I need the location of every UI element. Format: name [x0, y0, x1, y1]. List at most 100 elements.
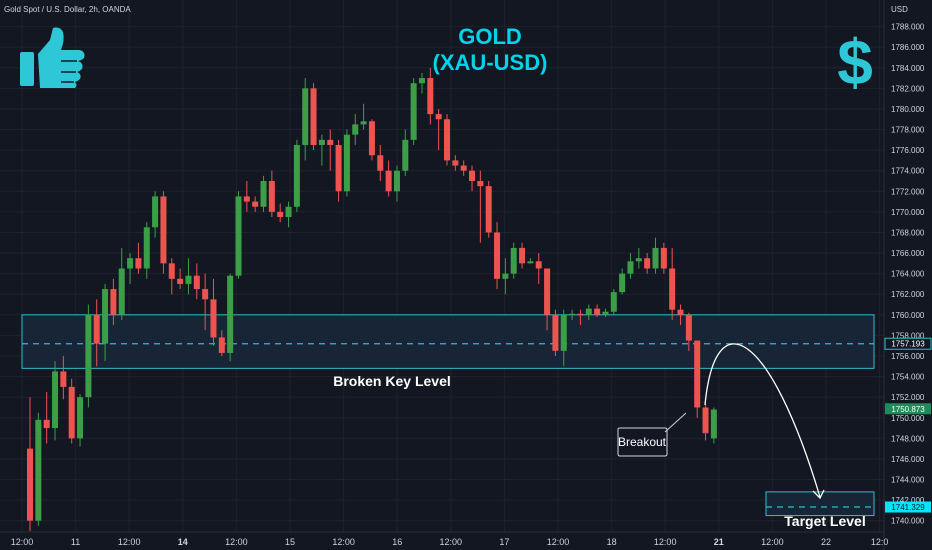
candle: [552, 309, 559, 356]
candle-body: [118, 268, 125, 315]
breakout-callout[interactable]: Breakout: [617, 412, 687, 457]
key-level-price-badge: 1757.193: [884, 337, 932, 350]
candle: [310, 83, 317, 151]
key-level-zone[interactable]: [21, 314, 875, 369]
time-axis[interactable]: 12:00 11 12:00 14 12:00 15 12:00 16 12:00 17 12:00…: [11, 537, 889, 547]
price-tick-label: 1744.000: [891, 476, 925, 485]
candle: [452, 155, 459, 171]
candle-body: [152, 196, 159, 228]
time-tick-label: 11: [71, 537, 80, 547]
price-tick-label: 1786.000: [891, 43, 925, 52]
candle-body: [35, 419, 42, 521]
candle: [68, 378, 75, 444]
candle-body: [669, 268, 676, 310]
candle: [160, 191, 167, 274]
candle-body: [168, 263, 175, 279]
candle-body: [252, 201, 259, 207]
candle: [368, 119, 375, 161]
candle-body: [210, 299, 217, 338]
time-tick-label: 12:00: [547, 537, 570, 547]
candle-body: [452, 160, 459, 166]
candle-body: [585, 308, 592, 315]
candle: [252, 196, 259, 212]
candle: [577, 309, 584, 326]
candle: [185, 258, 192, 295]
candle: [710, 407, 717, 444]
time-tick-label: 21: [714, 537, 724, 547]
time-tick-label: 12:0: [871, 537, 889, 547]
candle-body: [43, 419, 50, 429]
candle-body: [277, 211, 284, 218]
candle-body: [293, 144, 300, 207]
candle-body: [260, 181, 267, 207]
candle-body: [652, 247, 659, 269]
target-level-zone[interactable]: [765, 491, 875, 517]
candle: [102, 283, 109, 362]
candle-body: [327, 139, 334, 145]
time-tick-label: 12:00: [761, 537, 784, 547]
candle-body: [227, 275, 234, 353]
price-axis[interactable]: 1740.000 1742.000 1744.000 1746.000 1748.000…: [891, 23, 925, 526]
price-tick-label: 1784.000: [891, 64, 925, 73]
candle-body: [143, 227, 150, 269]
candle-body: [494, 232, 501, 279]
candle: [660, 242, 667, 274]
currency-label: USD: [891, 5, 908, 14]
candle: [43, 392, 50, 444]
candle-body: [318, 139, 325, 145]
price-tick-label: 1764.000: [891, 270, 925, 279]
candle: [393, 165, 400, 202]
key-level-price: 1757.193: [891, 340, 925, 349]
candle-body: [385, 170, 392, 192]
candle-body: [702, 407, 709, 434]
candle-body: [610, 292, 617, 312]
candle-body: [160, 196, 167, 264]
time-tick-label: 22: [821, 537, 831, 547]
time-tick-label: 12:00: [225, 537, 248, 547]
candle-body: [460, 165, 467, 171]
candle-body: [52, 371, 59, 429]
candle: [677, 304, 684, 326]
candle: [60, 356, 67, 400]
candle: [127, 253, 134, 284]
candle: [410, 78, 417, 145]
key-level-label: Broken Key Level: [333, 373, 451, 389]
price-tick-label: 1782.000: [891, 84, 925, 93]
candle: [402, 129, 409, 176]
candle: [669, 247, 676, 320]
candle: [477, 170, 484, 243]
price-tick-label: 1768.000: [891, 228, 925, 237]
candle-body: [352, 124, 359, 135]
candle-body: [368, 121, 375, 156]
candle: [168, 258, 175, 295]
candle-body: [60, 371, 67, 387]
candle-body: [560, 314, 567, 351]
price-tick-label: 1772.000: [891, 187, 925, 196]
candle-body: [268, 181, 275, 212]
candle: [494, 222, 501, 290]
time-tick-label: 18: [607, 537, 617, 547]
price-tick-label: 1774.000: [891, 167, 925, 176]
candle-body: [177, 278, 184, 284]
candle-body: [435, 114, 442, 120]
time-tick-label: 12:00: [118, 537, 141, 547]
candle: [268, 170, 275, 218]
candle-body: [302, 88, 309, 145]
candle: [93, 299, 100, 367]
candle: [627, 253, 634, 279]
candle-body: [619, 273, 626, 293]
price-tick-label: 1766.000: [891, 249, 925, 258]
candle-body: [285, 206, 292, 218]
symbol-info: Gold Spot / U.S. Dollar, 2h, OANDA: [4, 5, 131, 14]
candle-body: [402, 139, 409, 171]
target-price-badge: 1741.329: [885, 501, 931, 513]
candle-body: [418, 78, 425, 84]
price-tick-label: 1746.000: [891, 455, 925, 464]
candle: [652, 237, 659, 274]
candle-body: [193, 275, 200, 290]
candle: [277, 203, 284, 223]
candle: [318, 134, 325, 166]
candle: [460, 160, 467, 176]
candle-body: [527, 261, 534, 264]
